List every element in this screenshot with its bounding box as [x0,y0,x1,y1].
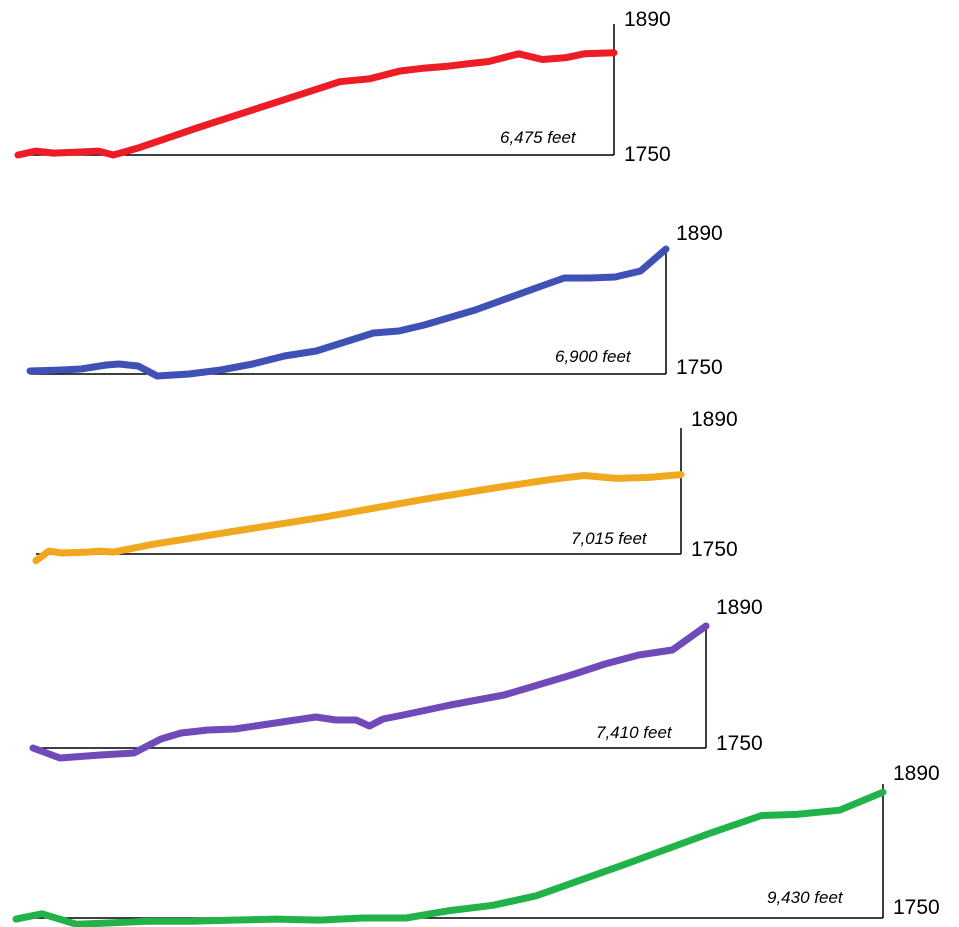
series-line [29,622,710,762]
elevation-label: 6,900 feet [555,347,632,366]
y-tick-label-bottom: 1750 [893,896,940,919]
y-tick-label-top: 1890 [716,596,763,619]
y-tick-label-top: 1890 [893,762,940,785]
y-tick-label-bottom: 1750 [691,538,738,561]
y-tick-label-bottom: 1750 [624,143,671,166]
series-line [14,49,618,159]
elevation-label: 6,475 feet [500,128,577,147]
series-line [32,471,685,565]
chart-panel-4: 7,410 feet 1890 1750 [29,596,763,762]
series-line [26,245,670,380]
y-tick-label-top: 1890 [691,408,738,431]
chart-panel-1: 6,475 feet 1890 1750 [14,8,671,166]
chart-panel-5: 9,430 feet 1890 1750 [12,762,940,927]
chart-panel-3: 7,015 feet 1890 1750 [32,408,738,565]
elevation-label: 7,410 feet [596,723,673,742]
y-tick-label-bottom: 1750 [676,356,723,379]
elevation-label: 7,015 feet [571,529,648,548]
series-line [12,788,887,927]
y-tick-label-top: 1890 [676,222,723,245]
y-tick-label-bottom: 1750 [716,732,763,755]
elevation-label: 9,430 feet [767,888,844,907]
chart-panel-2: 6,900 feet 1890 1750 [26,222,723,380]
y-tick-label-top: 1890 [624,8,671,31]
